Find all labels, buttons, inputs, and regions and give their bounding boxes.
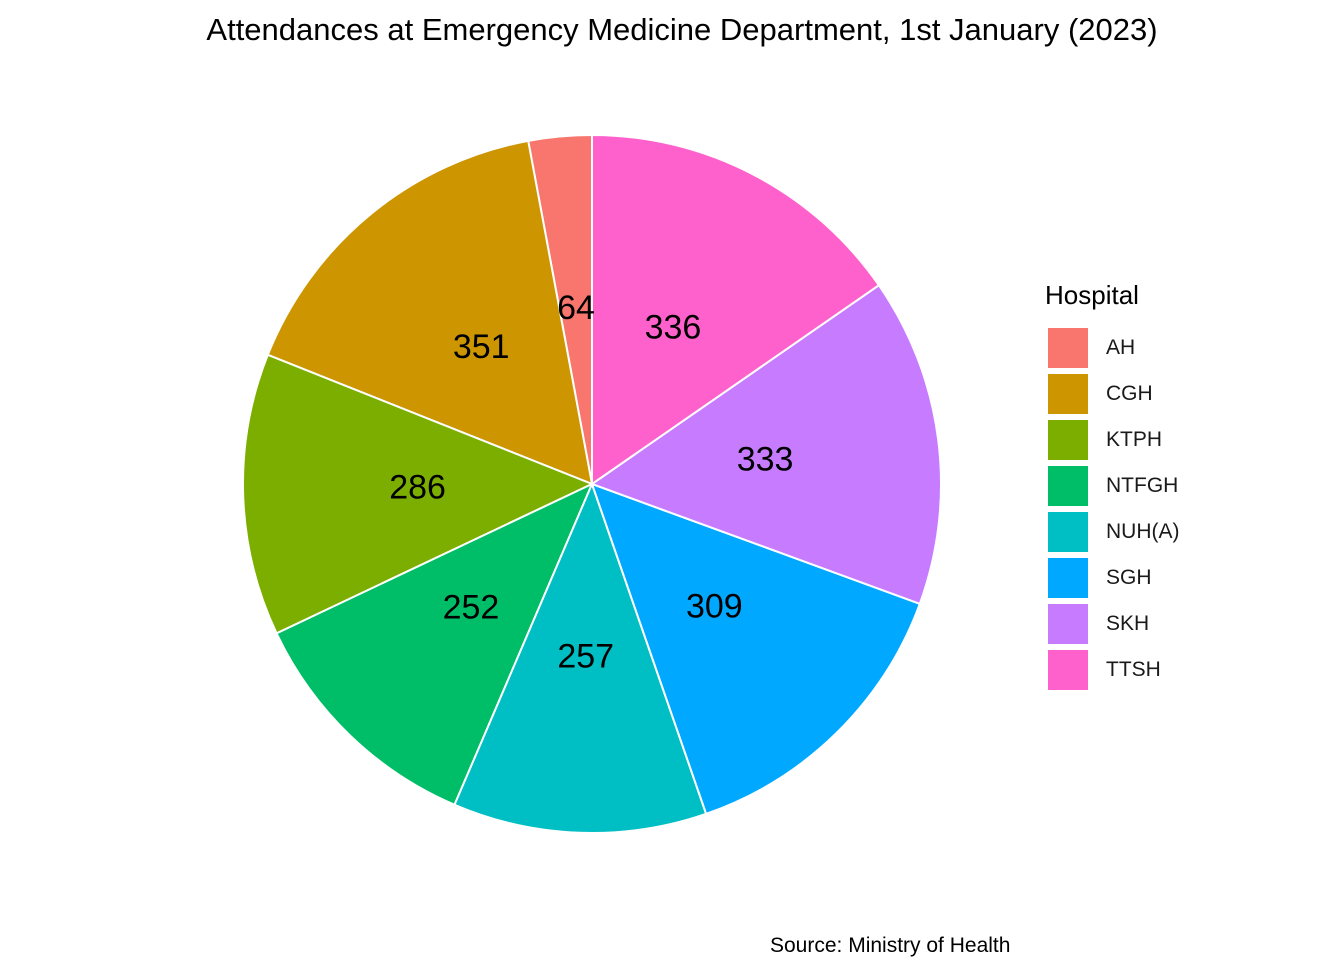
legend-label: CGH [1106,382,1153,405]
legend-item: SKH [1045,601,1180,647]
legend-item: NUH(A) [1045,509,1180,555]
legend-swatch [1048,512,1088,552]
slice-value-label: 333 [737,441,794,479]
legend-title: Hospital [1045,280,1139,310]
legend-item: NTFGH [1045,463,1180,509]
slice-value-label: 257 [557,637,614,675]
pie-slice-ntfgh [275,481,594,807]
legend-item: AH [1045,325,1180,371]
legend-swatch [1048,558,1088,598]
legend-swatch [1048,420,1088,460]
source-caption: Source: Ministry of Health [770,934,1011,957]
slice-value-label: 351 [453,328,510,366]
legend-swatch [1048,604,1088,644]
legend-label: TTSH [1106,658,1161,681]
legend-item: CGH [1045,371,1180,417]
legend: Hospital AH CGH KTPH NTFGH NUH(A) SGH SKH TTSH [1045,280,1180,693]
pie-slice-nuha [453,481,708,834]
slice-value-label: 252 [443,589,500,627]
slice-value-label: 309 [686,587,743,625]
pie-slice-skh [589,283,942,606]
legend-swatch [1048,328,1088,368]
slice-value-label: 336 [645,308,702,346]
slice-value-label: 286 [389,468,446,506]
chart-title: Attendances at Emergency Medicine Depart… [206,12,1158,47]
legend-item: KTPH [1045,417,1180,463]
legend-label: NUH(A) [1106,520,1180,543]
legend-swatch [1048,650,1088,690]
pie-slice-ktph [242,353,595,635]
legend-label: AH [1106,336,1136,359]
legend-item: SGH [1045,555,1180,601]
legend-label: KTPH [1106,428,1163,451]
legend-label: SGH [1106,566,1152,589]
legend-label: NTFGH [1106,474,1179,497]
legend-items: AH CGH KTPH NTFGH NUH(A) SGH SKH TTSH [1045,325,1180,693]
pie-slice-ttsh [591,133,881,486]
slice-value-label: 64 [557,289,595,327]
legend-swatch [1048,374,1088,414]
legend-swatch [1048,466,1088,506]
pie-slice-sgh [590,482,922,816]
legend-item: TTSH [1045,647,1180,693]
legend-label: SKH [1106,612,1150,635]
pie-slice-cgh [266,139,594,486]
